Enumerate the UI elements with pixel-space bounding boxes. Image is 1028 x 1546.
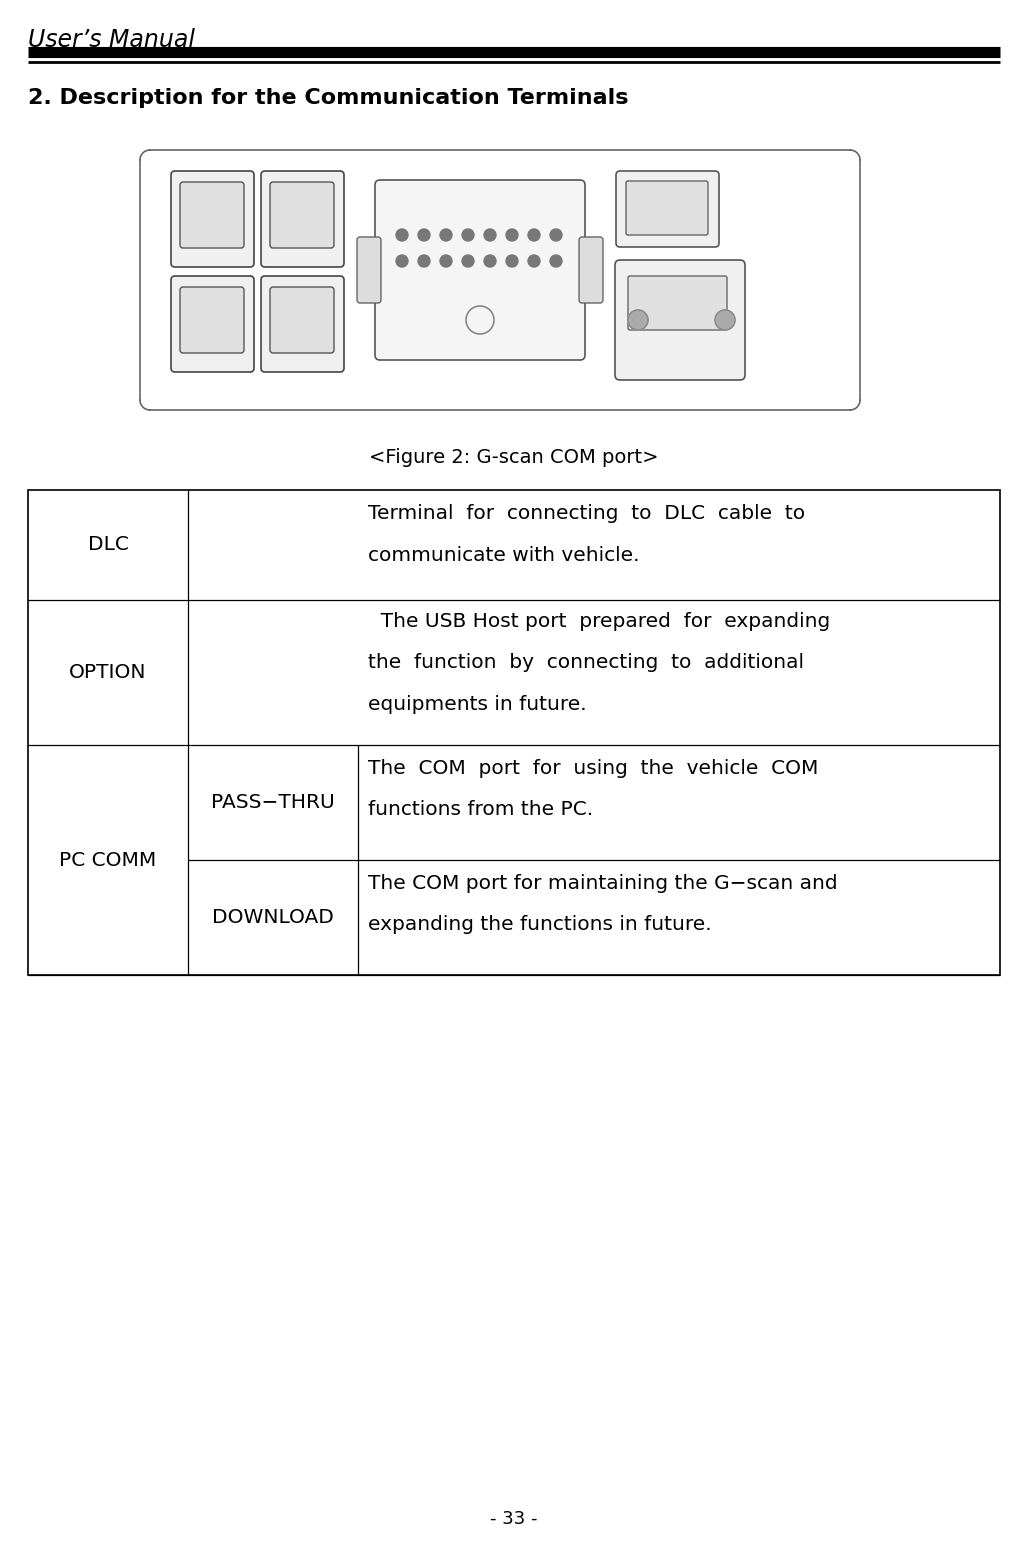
Circle shape — [462, 229, 474, 241]
Circle shape — [418, 255, 430, 267]
Circle shape — [440, 255, 452, 267]
Text: <Figure 2: G-scan COM port>: <Figure 2: G-scan COM port> — [369, 448, 659, 467]
Text: The USB Host port  prepared  for  expanding: The USB Host port prepared for expanding — [368, 612, 831, 631]
Text: Terminal  for  connecting  to  DLC  cable  to: Terminal for connecting to DLC cable to — [368, 504, 805, 523]
Circle shape — [440, 229, 452, 241]
FancyBboxPatch shape — [628, 277, 727, 329]
Circle shape — [528, 255, 540, 267]
FancyBboxPatch shape — [171, 277, 254, 373]
Text: the  function  by  connecting  to  additional: the function by connecting to additional — [368, 652, 804, 673]
FancyBboxPatch shape — [270, 288, 334, 352]
FancyBboxPatch shape — [261, 172, 344, 267]
Text: equipments in future.: equipments in future. — [368, 696, 587, 714]
Text: OPTION: OPTION — [69, 663, 147, 682]
Circle shape — [550, 255, 562, 267]
Text: PASS−THRU: PASS−THRU — [211, 793, 335, 812]
Text: expanding the functions in future.: expanding the functions in future. — [368, 915, 711, 934]
FancyBboxPatch shape — [180, 182, 244, 247]
FancyBboxPatch shape — [180, 288, 244, 352]
FancyBboxPatch shape — [171, 172, 254, 267]
Text: DLC: DLC — [87, 535, 128, 555]
FancyBboxPatch shape — [375, 179, 585, 360]
Text: 2. Description for the Communication Terminals: 2. Description for the Communication Ter… — [28, 88, 628, 108]
Circle shape — [628, 311, 648, 329]
Bar — [28, 490, 1000, 976]
Circle shape — [396, 255, 408, 267]
Circle shape — [484, 255, 495, 267]
FancyBboxPatch shape — [270, 182, 334, 247]
FancyBboxPatch shape — [615, 260, 745, 380]
Circle shape — [506, 255, 518, 267]
Text: The COM port for maintaining the G−scan and: The COM port for maintaining the G−scan … — [368, 873, 838, 894]
FancyBboxPatch shape — [357, 237, 381, 303]
FancyBboxPatch shape — [616, 172, 719, 247]
FancyBboxPatch shape — [626, 181, 708, 235]
Text: - 33 -: - 33 - — [490, 1510, 538, 1527]
Circle shape — [506, 229, 518, 241]
Circle shape — [528, 229, 540, 241]
Text: The  COM  port  for  using  the  vehicle  COM: The COM port for using the vehicle COM — [368, 759, 818, 778]
FancyBboxPatch shape — [579, 237, 603, 303]
Text: functions from the PC.: functions from the PC. — [368, 799, 593, 819]
Circle shape — [396, 229, 408, 241]
FancyBboxPatch shape — [261, 277, 344, 373]
Text: User’s Manual: User’s Manual — [28, 28, 195, 53]
Circle shape — [715, 311, 735, 329]
Circle shape — [484, 229, 495, 241]
Text: PC COMM: PC COMM — [60, 850, 156, 869]
Circle shape — [550, 229, 562, 241]
Text: DOWNLOAD: DOWNLOAD — [212, 908, 334, 928]
Circle shape — [462, 255, 474, 267]
Text: communicate with vehicle.: communicate with vehicle. — [368, 546, 639, 564]
Circle shape — [418, 229, 430, 241]
